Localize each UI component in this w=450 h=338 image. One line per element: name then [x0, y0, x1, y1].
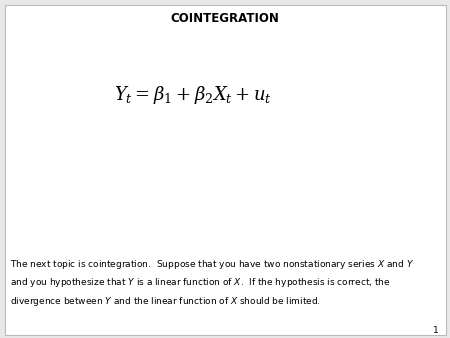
- Text: The next topic is cointegration.  Suppose that you have two nonstationary series: The next topic is cointegration. Suppose…: [10, 258, 414, 308]
- Text: $Y_t = \beta_1 + \beta_2 X_t + u_t$: $Y_t = \beta_1 + \beta_2 X_t + u_t$: [114, 83, 273, 106]
- Text: 1: 1: [433, 325, 439, 335]
- Text: COINTEGRATION: COINTEGRATION: [171, 12, 279, 25]
